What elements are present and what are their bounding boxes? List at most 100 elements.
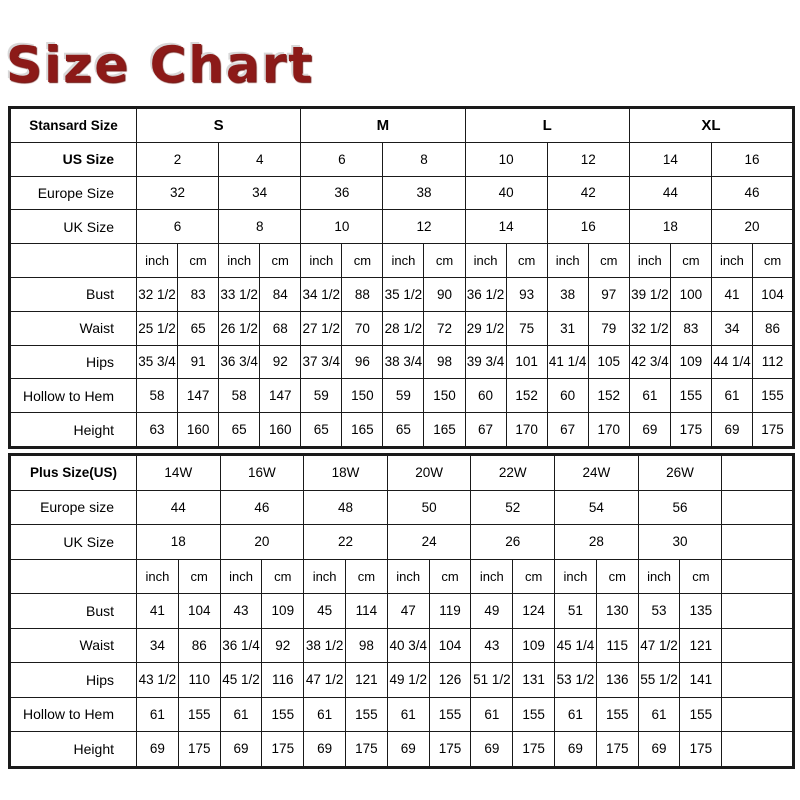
standard-row-us-size: US Size 2 4 6 8 10 12 14 16 <box>9 141 795 177</box>
measure-value: 155 <box>428 696 472 732</box>
size-value: 8 <box>218 209 302 245</box>
unit-label-cm: cm <box>261 558 305 594</box>
size-value: 12 <box>382 209 466 245</box>
measure-value: 51 <box>554 593 597 629</box>
size-value: 20 <box>710 209 795 245</box>
measure-value: 69 <box>136 731 179 768</box>
measure-value: 98 <box>423 344 466 380</box>
measure-value: 93 <box>505 276 548 312</box>
standard-row-europe-size: Europe Size 32 34 36 38 40 42 44 46 <box>9 175 795 211</box>
measure-value: 109 <box>261 593 305 629</box>
measure-value: 83 <box>669 310 712 346</box>
measure-value: 61 <box>470 696 514 732</box>
size-value: 34 <box>218 175 302 211</box>
size-value: 44 <box>628 175 712 211</box>
measure-value: 58 <box>135 378 179 414</box>
measure-value: 27 1/2 <box>300 310 343 346</box>
size-value: 54 <box>554 489 639 525</box>
measure-value: 49 <box>470 593 514 629</box>
measure-value: 69 <box>628 412 671 448</box>
unit-label-inch: inch <box>303 558 347 594</box>
size-value: 24 <box>386 524 472 560</box>
measure-value: 165 <box>423 412 466 448</box>
measure-value: 61 <box>303 696 347 732</box>
measure-value: 109 <box>512 627 556 663</box>
size-value: 46 <box>219 489 305 525</box>
measure-value: 141 <box>679 662 723 698</box>
unit-label-cm: cm <box>428 558 472 594</box>
plus-empty-cell <box>721 524 794 560</box>
size-value: 42 <box>546 175 630 211</box>
measure-value: 43 <box>470 627 514 663</box>
measure-value: 36 1/2 <box>464 276 507 312</box>
size-value: 6 <box>300 141 384 177</box>
measure-value: 45 1/4 <box>554 627 597 663</box>
plus-row-uk-size: UK Size 18 20 22 24 26 28 30 <box>9 524 794 560</box>
size-value: 52 <box>470 489 556 525</box>
measure-value: 175 <box>345 731 388 768</box>
measure-value: 32 1/2 <box>135 276 179 312</box>
row-label: Hollow to Hem <box>9 696 137 732</box>
measure-value: 31 <box>546 310 589 346</box>
measure-value: 42 3/4 <box>628 344 671 380</box>
unit-row-spacer <box>9 559 137 594</box>
measure-value: 160 <box>177 412 220 448</box>
measure-value: 112 <box>751 344 795 380</box>
measure-value: 72 <box>423 310 466 346</box>
size-value: 14 <box>628 141 712 177</box>
measure-value: 150 <box>423 378 466 414</box>
measure-value: 175 <box>512 731 556 768</box>
measure-value: 130 <box>595 593 639 629</box>
standard-size-header-label: Stansard Size <box>9 107 137 143</box>
measure-value: 36 1/4 <box>219 627 263 663</box>
measure-value: 69 <box>470 731 514 768</box>
measure-value: 69 <box>710 412 754 448</box>
size-value: 14 <box>464 209 548 245</box>
measure-value: 150 <box>341 378 384 414</box>
plus-row-height: Height 69 175 69 175 69 175 69 175 69 175 69 175 69 17… <box>9 731 794 768</box>
row-label: Bust <box>9 276 137 312</box>
measure-value: 121 <box>679 627 723 663</box>
measure-value: 155 <box>679 696 723 732</box>
unit-label-cm: cm <box>751 243 795 278</box>
size-value: 16 <box>710 141 795 177</box>
measure-value: 97 <box>587 276 630 312</box>
unit-row-spacer <box>9 243 137 278</box>
measure-value: 86 <box>751 310 795 346</box>
measure-value: 65 <box>382 412 425 448</box>
measure-value: 152 <box>505 378 548 414</box>
plus-empty-cell <box>721 627 794 663</box>
measure-value: 126 <box>428 662 472 698</box>
plus-size-header-label: Plus Size(US) <box>9 454 137 491</box>
measure-value: 119 <box>428 593 472 629</box>
measure-value: 45 <box>303 593 347 629</box>
measure-value: 88 <box>341 276 384 312</box>
unit-label-cm: cm <box>669 243 712 278</box>
measure-value: 61 <box>136 696 179 732</box>
measure-value: 29 1/2 <box>464 310 507 346</box>
unit-label-cm: cm <box>505 243 548 278</box>
unit-label-inch: inch <box>464 243 507 278</box>
size-value: 10 <box>464 141 548 177</box>
measure-value: 61 <box>554 696 597 732</box>
unit-label-cm: cm <box>345 558 388 594</box>
row-label: US Size <box>9 141 137 177</box>
measure-value: 155 <box>345 696 388 732</box>
measure-value: 34 1/2 <box>300 276 343 312</box>
measure-value: 104 <box>177 593 221 629</box>
measure-value: 84 <box>259 276 302 312</box>
size-value: 26 <box>470 524 556 560</box>
measure-value: 60 <box>546 378 589 414</box>
measure-value: 36 3/4 <box>218 344 261 380</box>
measure-value: 175 <box>428 731 472 768</box>
size-value: 38 <box>382 175 466 211</box>
measure-value: 86 <box>177 627 221 663</box>
standard-row-height: Height 63 160 65 160 65 165 65 165 67 170 67 170 69 17… <box>9 412 795 448</box>
measure-value: 41 <box>710 276 754 312</box>
measure-value: 110 <box>177 662 221 698</box>
standard-size-table: Stansard Size S M L XL US Size 2 4 6 8 10 12 14 16 Eur… <box>8 106 796 449</box>
measure-value: 155 <box>751 378 795 414</box>
size-value: 28 <box>554 524 639 560</box>
measure-value: 69 <box>554 731 597 768</box>
